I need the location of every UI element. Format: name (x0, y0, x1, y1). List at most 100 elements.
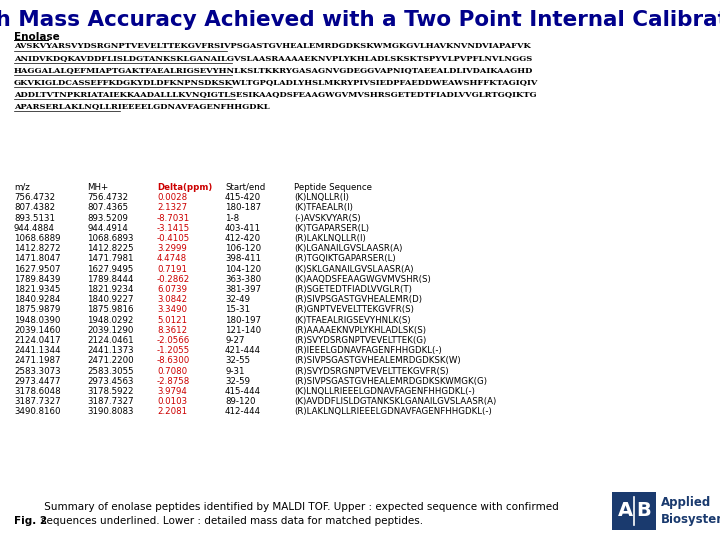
Text: 3187.7327: 3187.7327 (14, 397, 60, 406)
Text: 2471.1987: 2471.1987 (14, 356, 60, 366)
Text: 1840.9227: 1840.9227 (87, 295, 133, 304)
Text: 1821.9234: 1821.9234 (87, 285, 133, 294)
Text: 3190.8083: 3190.8083 (87, 407, 133, 416)
Text: -1.2055: -1.2055 (157, 346, 190, 355)
Text: 1821.9345: 1821.9345 (14, 285, 60, 294)
FancyBboxPatch shape (612, 492, 656, 530)
Text: 32-59: 32-59 (225, 377, 250, 386)
Text: (R)TGQIKTGAPARSER(L): (R)TGQIKTGAPARSER(L) (294, 254, 395, 264)
Text: A: A (618, 501, 633, 519)
Text: 1412.8272: 1412.8272 (14, 244, 60, 253)
Text: ADDLTVTNPKRIATAIEKKAADALLLKVNQIGTLSESIKAAQDSFEAAGWGVMVSHRSGETEDTFIADLVVGLRTGQIKT: ADDLTVTNPKRIATAIEKKAADALLLKVNQIGTLSESIKA… (14, 90, 536, 98)
Text: 2973.4477: 2973.4477 (14, 377, 60, 386)
Text: (K)LGANAILGVSLAASR(A): (K)LGANAILGVSLAASR(A) (294, 244, 402, 253)
Text: 2583.3073: 2583.3073 (14, 367, 60, 376)
Text: (R)SIVPSGASTGVHEALEMRDGDKSK(W): (R)SIVPSGASTGVHEALEMRDGDKSK(W) (294, 356, 461, 366)
Text: 403-411: 403-411 (225, 224, 261, 233)
Text: 0.7080: 0.7080 (157, 367, 187, 376)
Text: Applied: Applied (661, 496, 711, 509)
Text: 3.0842: 3.0842 (157, 295, 187, 304)
Text: 415-420: 415-420 (225, 193, 261, 202)
Text: (R)LAKLNQLLRIEEELGDNAVFAGENFHHGDKL(-): (R)LAKLNQLLRIEEELGDNAVFAGENFHHGDKL(-) (294, 407, 492, 416)
Text: ANIDVKDQKAVDDFLISLDGTANKSKLGANAILGVSLAASRAAAAEKNVPLYKHLADLSKSKTSPYVLPVPFLNVLNGGS: ANIDVKDQKAVDDFLISLDGTANKSKLGANAILGVSLAAS… (14, 54, 532, 62)
Text: MH+: MH+ (87, 183, 108, 192)
Text: 0.0028: 0.0028 (157, 193, 187, 202)
Text: m/z: m/z (14, 183, 30, 192)
Text: 1840.9284: 1840.9284 (14, 295, 60, 304)
Text: 1948.0390: 1948.0390 (14, 315, 60, 325)
Text: 1948.0292: 1948.0292 (87, 315, 133, 325)
Text: (K)LNQLLRIEEELGDNAVFAGENFHHGDKL(-): (K)LNQLLRIEEELGDNAVFAGENFHHGDKL(-) (294, 387, 475, 396)
Text: 363-380: 363-380 (225, 275, 261, 284)
Text: 1789.8444: 1789.8444 (87, 275, 133, 284)
Text: (R)GNPTVEVELTTEKGVFR(S): (R)GNPTVEVELTTEKGVFR(S) (294, 306, 414, 314)
Text: 1627.9507: 1627.9507 (14, 265, 60, 274)
Text: 106-120: 106-120 (225, 244, 261, 253)
Text: APARSERLAKLNQLLRIEEEELGDNAVFAGENFHHGDKL: APARSERLAKLNQLLRIEEEELGDNAVFAGENFHHGDKL (14, 102, 269, 110)
Text: 2124.0461: 2124.0461 (87, 336, 134, 345)
Text: 1471.8047: 1471.8047 (14, 254, 60, 264)
Text: 104-120: 104-120 (225, 265, 261, 274)
Text: GKVKIGLDCASSEFFKDGKYDLDFKNPNSDKSKWLTGPQLADLYHSLMKRYPIVSIEDPFAEDDWEAWSHFFKTAGIQIV: GKVKIGLDCASSEFFKDGKYDLDFKNPNSDKSKWLTGPQL… (14, 78, 539, 86)
Text: (R)IEEELGDNAVFAGENFHHGDKL(-): (R)IEEELGDNAVFAGENFHHGDKL(-) (294, 346, 442, 355)
Text: 381-397: 381-397 (225, 285, 261, 294)
Text: 756.4732: 756.4732 (87, 193, 128, 202)
Text: AVSKVYARSVYDSRGNPTVEVELTTEKGVFRSIVPSGASTGVHEALEMRDGDKSKWMGKGVLHAVKNVNDVIAPAFVK: AVSKVYARSVYDSRGNPTVEVELTTEKGVFRSIVPSGAST… (14, 42, 531, 50)
Text: 1068.6889: 1068.6889 (14, 234, 60, 243)
Text: HAGGALALQEFMIAPTGAKTFAEALRIGSEVYHNLKSLTKKRYGASAGNVGDEGGVAPNIQTAEEALDLIVDAIKAAGHD: HAGGALALQEFMIAPTGAKTFAEALRIGSEVYHNLKSLTK… (14, 66, 534, 74)
Text: -3.1415: -3.1415 (157, 224, 190, 233)
Text: -0.2862: -0.2862 (157, 275, 190, 284)
Text: 3.3490: 3.3490 (157, 306, 187, 314)
Text: 32-49: 32-49 (225, 295, 250, 304)
Text: (K)AAQDSFEAAGWGVMVSHR(S): (K)AAQDSFEAAGWGVMVSHR(S) (294, 275, 431, 284)
Text: 180-187: 180-187 (225, 204, 261, 212)
Text: 415-444: 415-444 (225, 387, 261, 396)
Text: 2.2081: 2.2081 (157, 407, 187, 416)
Text: 2441.1373: 2441.1373 (87, 346, 134, 355)
Text: Fig. 2: Fig. 2 (14, 516, 47, 526)
Text: (K)TFAEALR(I): (K)TFAEALR(I) (294, 204, 353, 212)
Text: 1068.6893: 1068.6893 (87, 234, 133, 243)
Text: -2.8758: -2.8758 (157, 377, 190, 386)
Text: 1471.7981: 1471.7981 (87, 254, 133, 264)
Text: (-)AVSKVYAR(S): (-)AVSKVYAR(S) (294, 214, 361, 222)
Text: -2.0566: -2.0566 (157, 336, 190, 345)
Text: 9-31: 9-31 (225, 367, 245, 376)
Text: 412-420: 412-420 (225, 234, 261, 243)
Text: 756.4732: 756.4732 (14, 193, 55, 202)
Text: 2441.1344: 2441.1344 (14, 346, 60, 355)
Text: Delta(ppm): Delta(ppm) (157, 183, 212, 192)
Text: (R)SGETEDTFIADLVVGLR(T): (R)SGETEDTFIADLVVGLR(T) (294, 285, 412, 294)
Text: B: B (636, 501, 651, 519)
Text: 9-27: 9-27 (225, 336, 245, 345)
Text: -0.4105: -0.4105 (157, 234, 190, 243)
Text: 3187.7327: 3187.7327 (87, 397, 134, 406)
Text: Enolase: Enolase (14, 32, 60, 42)
Text: 893.5131: 893.5131 (14, 214, 55, 222)
Text: 2039.1460: 2039.1460 (14, 326, 60, 335)
Text: 6.0739: 6.0739 (157, 285, 187, 294)
Text: 0.7191: 0.7191 (157, 265, 187, 274)
Text: (R)SIVPSGASTGVHEALEMR(D): (R)SIVPSGASTGVHEALEMR(D) (294, 295, 422, 304)
Text: Peptide Sequence: Peptide Sequence (294, 183, 372, 192)
Text: (K)TGAPARSER(L): (K)TGAPARSER(L) (294, 224, 369, 233)
Text: 15-31: 15-31 (225, 306, 250, 314)
Text: 4.4748: 4.4748 (157, 254, 187, 264)
Text: 32-55: 32-55 (225, 356, 250, 366)
Text: 3490.8160: 3490.8160 (14, 407, 60, 416)
Text: 5.0121: 5.0121 (157, 315, 187, 325)
Text: High Mass Accuracy Achieved with a Two Point Internal Calibration: High Mass Accuracy Achieved with a Two P… (0, 10, 720, 30)
Text: (R)SIVPSGASTGVHEALEMRDGDKSKWMGK(G): (R)SIVPSGASTGVHEALEMRDGDKSKWMGK(G) (294, 377, 487, 386)
Text: 8.3612: 8.3612 (157, 326, 187, 335)
Text: (K)SKLGANAILGVSLAASR(A): (K)SKLGANAILGVSLAASR(A) (294, 265, 413, 274)
Text: Summary of enolase peptides identified by MALDI TOF. Upper : expected sequence w: Summary of enolase peptides identified b… (41, 502, 559, 526)
Text: 1875.9879: 1875.9879 (14, 306, 60, 314)
Text: 89-120: 89-120 (225, 397, 256, 406)
Text: 807.4382: 807.4382 (14, 204, 55, 212)
Text: 1627.9495: 1627.9495 (87, 265, 133, 274)
Text: 3.2999: 3.2999 (157, 244, 186, 253)
Text: 3178.6048: 3178.6048 (14, 387, 60, 396)
Text: 2124.0417: 2124.0417 (14, 336, 60, 345)
Text: (K)AVDDFLISLDGTANKSKLGANAILGVSLAASR(A): (K)AVDDFLISLDGTANKSKLGANAILGVSLAASR(A) (294, 397, 496, 406)
Text: 3.9794: 3.9794 (157, 387, 187, 396)
